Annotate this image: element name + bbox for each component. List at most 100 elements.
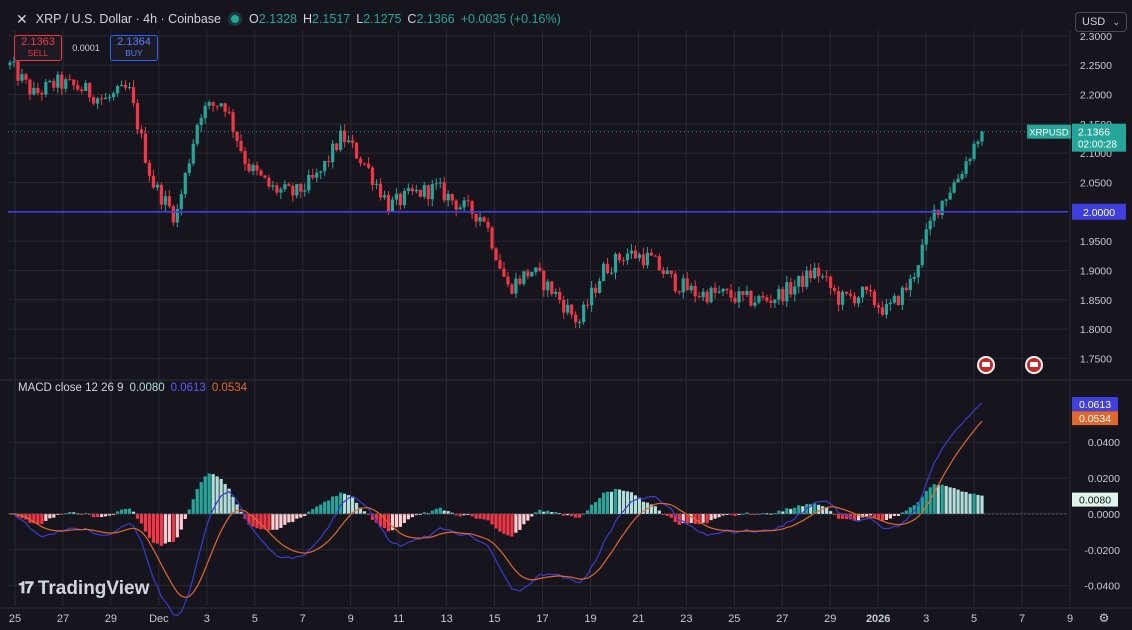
macd-histogram-bar: [570, 513, 574, 517]
candle: [219, 102, 223, 108]
candle: [438, 177, 442, 189]
candle: [48, 79, 52, 84]
macd-histogram-bar: [52, 513, 56, 518]
macd-histogram-bar: [462, 513, 466, 516]
macd-histogram-bar: [183, 513, 187, 519]
macd-histogram-bar: [912, 505, 916, 514]
macd-histogram-bar: [558, 513, 562, 515]
macd-histogram-bar: [936, 485, 940, 514]
macd-tick-label: 0.0000: [1088, 509, 1120, 521]
macd-histogram-bar: [390, 513, 395, 531]
signal-line-tag-label: 0.0534: [1079, 413, 1111, 425]
candle: [884, 298, 888, 319]
candle-body: [127, 87, 132, 89]
candle-body: [458, 207, 462, 210]
candle-body: [291, 186, 295, 196]
macd-histogram-bar: [888, 513, 892, 519]
candle-body: [335, 143, 339, 150]
candle: [649, 248, 653, 257]
macd-histogram-bar: [235, 504, 239, 514]
macd-histogram-bar: [207, 473, 211, 514]
candle: [920, 238, 924, 269]
macd-histogram-bar: [689, 513, 693, 524]
candle-body: [40, 92, 44, 95]
candle-body: [530, 272, 534, 277]
candle: [773, 298, 777, 308]
macd-histogram-bar: [677, 513, 681, 525]
candle-body: [147, 162, 152, 176]
candle: [239, 134, 243, 153]
candle-body: [785, 282, 789, 302]
last-price-value: 2.1366: [1078, 127, 1110, 139]
macd-histogram-bar: [16, 513, 20, 518]
candle: [653, 254, 657, 257]
ohlc-values: O2.1328 H2.1517 L2.1275 C2.1366 +0.0035 …: [249, 12, 561, 26]
candle: [362, 162, 367, 166]
candle-body: [574, 314, 578, 323]
candle-body: [852, 295, 857, 304]
macd-histogram-bar: [127, 508, 132, 514]
candle: [960, 170, 964, 181]
candle-body: [442, 182, 446, 201]
currency-label: USD: [1082, 16, 1106, 28]
candle: [944, 198, 948, 207]
countdown-value: 02:00:28: [1078, 140, 1117, 151]
macd-tick-label: -0.0400: [1084, 581, 1120, 593]
price-tick-label: 1.8500: [1080, 295, 1112, 307]
candle: [358, 156, 363, 167]
candle: [80, 86, 84, 94]
candle: [733, 291, 737, 305]
symbol-title[interactable]: XRP / U.S. Dollar · 4h · Coinbase: [35, 12, 221, 26]
candle-body: [821, 276, 825, 278]
candle: [311, 168, 315, 180]
time-tick-label: 9: [348, 613, 354, 625]
hline-price-label: 2.0000: [1083, 207, 1115, 219]
macd-histogram-bar: [211, 474, 215, 514]
candle-body: [566, 304, 570, 313]
macd-histogram-bar: [908, 507, 912, 514]
macd-histogram-bar: [283, 513, 287, 525]
candle: [980, 130, 984, 146]
candle: [765, 294, 769, 303]
candle: [709, 286, 713, 304]
macd-histogram-bar: [833, 513, 837, 515]
macd-histogram-bar: [697, 513, 701, 525]
candle-body: [601, 263, 606, 282]
price-tick-label: 1.8000: [1080, 324, 1112, 336]
candle: [243, 146, 247, 171]
macd-histogram-bar: [781, 511, 785, 514]
macd-histogram-bar: [916, 501, 920, 514]
macd-histogram-bar: [199, 482, 203, 514]
candle-body: [195, 125, 199, 144]
macd-header[interactable]: MACD close 12 26 9 0.0080 0.0613 0.0534: [18, 382, 247, 394]
candle-body: [697, 296, 701, 298]
buy-button[interactable]: 2.1364 BUY: [110, 35, 158, 61]
candle: [844, 291, 849, 296]
candle: [665, 266, 669, 275]
macd-histogram-bar: [44, 513, 48, 521]
tradingview-logo[interactable]: 𝟏𝟕 TradingView: [18, 578, 149, 600]
candle-body: [247, 163, 251, 172]
candle-body: [721, 288, 725, 292]
sell-button[interactable]: 2.1363 SELL: [14, 35, 62, 61]
candle-body: [685, 278, 689, 291]
candle: [605, 257, 610, 275]
candle: [378, 178, 383, 201]
candle-body: [36, 87, 40, 93]
candle: [44, 79, 48, 98]
currency-select[interactable]: USD ⌄: [1075, 12, 1127, 32]
last-price-tag: [1072, 123, 1126, 152]
candle: [402, 188, 406, 209]
candle: [331, 139, 335, 169]
macd-histogram-bar: [609, 491, 614, 514]
macd-histogram-bar: [582, 513, 586, 515]
time-tick-label: 17: [536, 613, 548, 625]
candle: [821, 273, 825, 280]
macd-histogram-bar: [653, 506, 657, 514]
close-icon[interactable]: ✕: [16, 10, 28, 27]
macd-histogram-bar: [605, 491, 610, 514]
candle: [88, 82, 92, 102]
candle: [793, 279, 797, 302]
candle-body: [817, 267, 821, 277]
